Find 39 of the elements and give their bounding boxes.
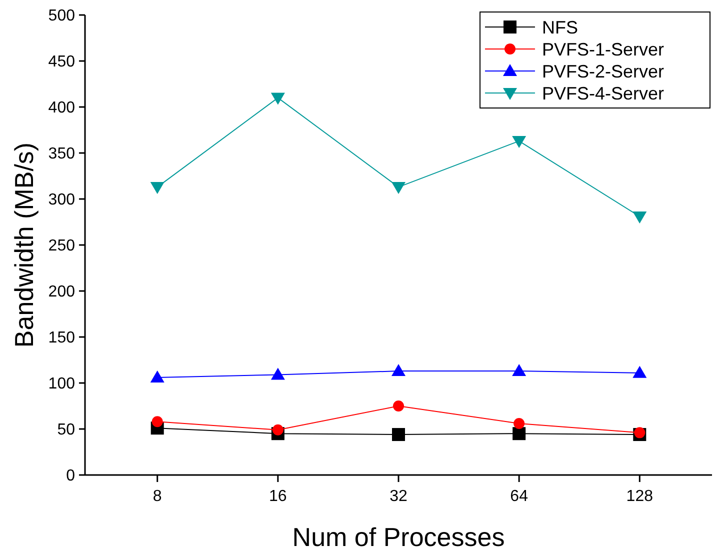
- y-tick-label: 0: [66, 468, 76, 485]
- y-tick-label: 300: [48, 192, 76, 209]
- point: [272, 424, 284, 436]
- y-tick-label: 250: [48, 238, 76, 255]
- point: [392, 428, 405, 442]
- point: [512, 364, 526, 376]
- point: [150, 182, 164, 194]
- legend-label: PVFS-1-Server: [542, 39, 664, 60]
- y-tick-label: 450: [48, 54, 76, 71]
- y-tick-label: 200: [48, 284, 76, 301]
- legend-label: NFS: [542, 17, 578, 38]
- y-tick-label: 150: [48, 330, 76, 347]
- point: [514, 418, 525, 429]
- x-tick-label: 64: [510, 488, 528, 505]
- y-tick-label: 50: [57, 422, 76, 439]
- x-tick-label: 128: [626, 488, 654, 505]
- y-tick-label: 350: [48, 146, 76, 163]
- point: [632, 366, 647, 378]
- x-tick-label: 8: [152, 488, 162, 505]
- point: [392, 182, 406, 194]
- point: [512, 427, 526, 440]
- y-axis-title: Bandwidth (MB/s): [9, 142, 39, 348]
- y-tick-label: 400: [48, 100, 76, 117]
- point: [152, 416, 163, 428]
- x-tick-label: 32: [390, 488, 408, 505]
- point: [392, 364, 406, 376]
- point: [150, 370, 164, 382]
- y-tick-label: 500: [48, 8, 76, 25]
- point: [393, 400, 404, 412]
- legend-label: PVFS-2-Server: [542, 61, 664, 82]
- point: [270, 92, 285, 105]
- y-tick-label: 100: [48, 376, 76, 393]
- point: [632, 211, 647, 224]
- point: [512, 136, 526, 148]
- x-axis-title: Num of Processes: [292, 522, 505, 552]
- point: [270, 368, 285, 380]
- point: [634, 427, 646, 438]
- x-tick-label: 16: [269, 488, 287, 505]
- legend-label: PVFS-4-Server: [542, 83, 664, 104]
